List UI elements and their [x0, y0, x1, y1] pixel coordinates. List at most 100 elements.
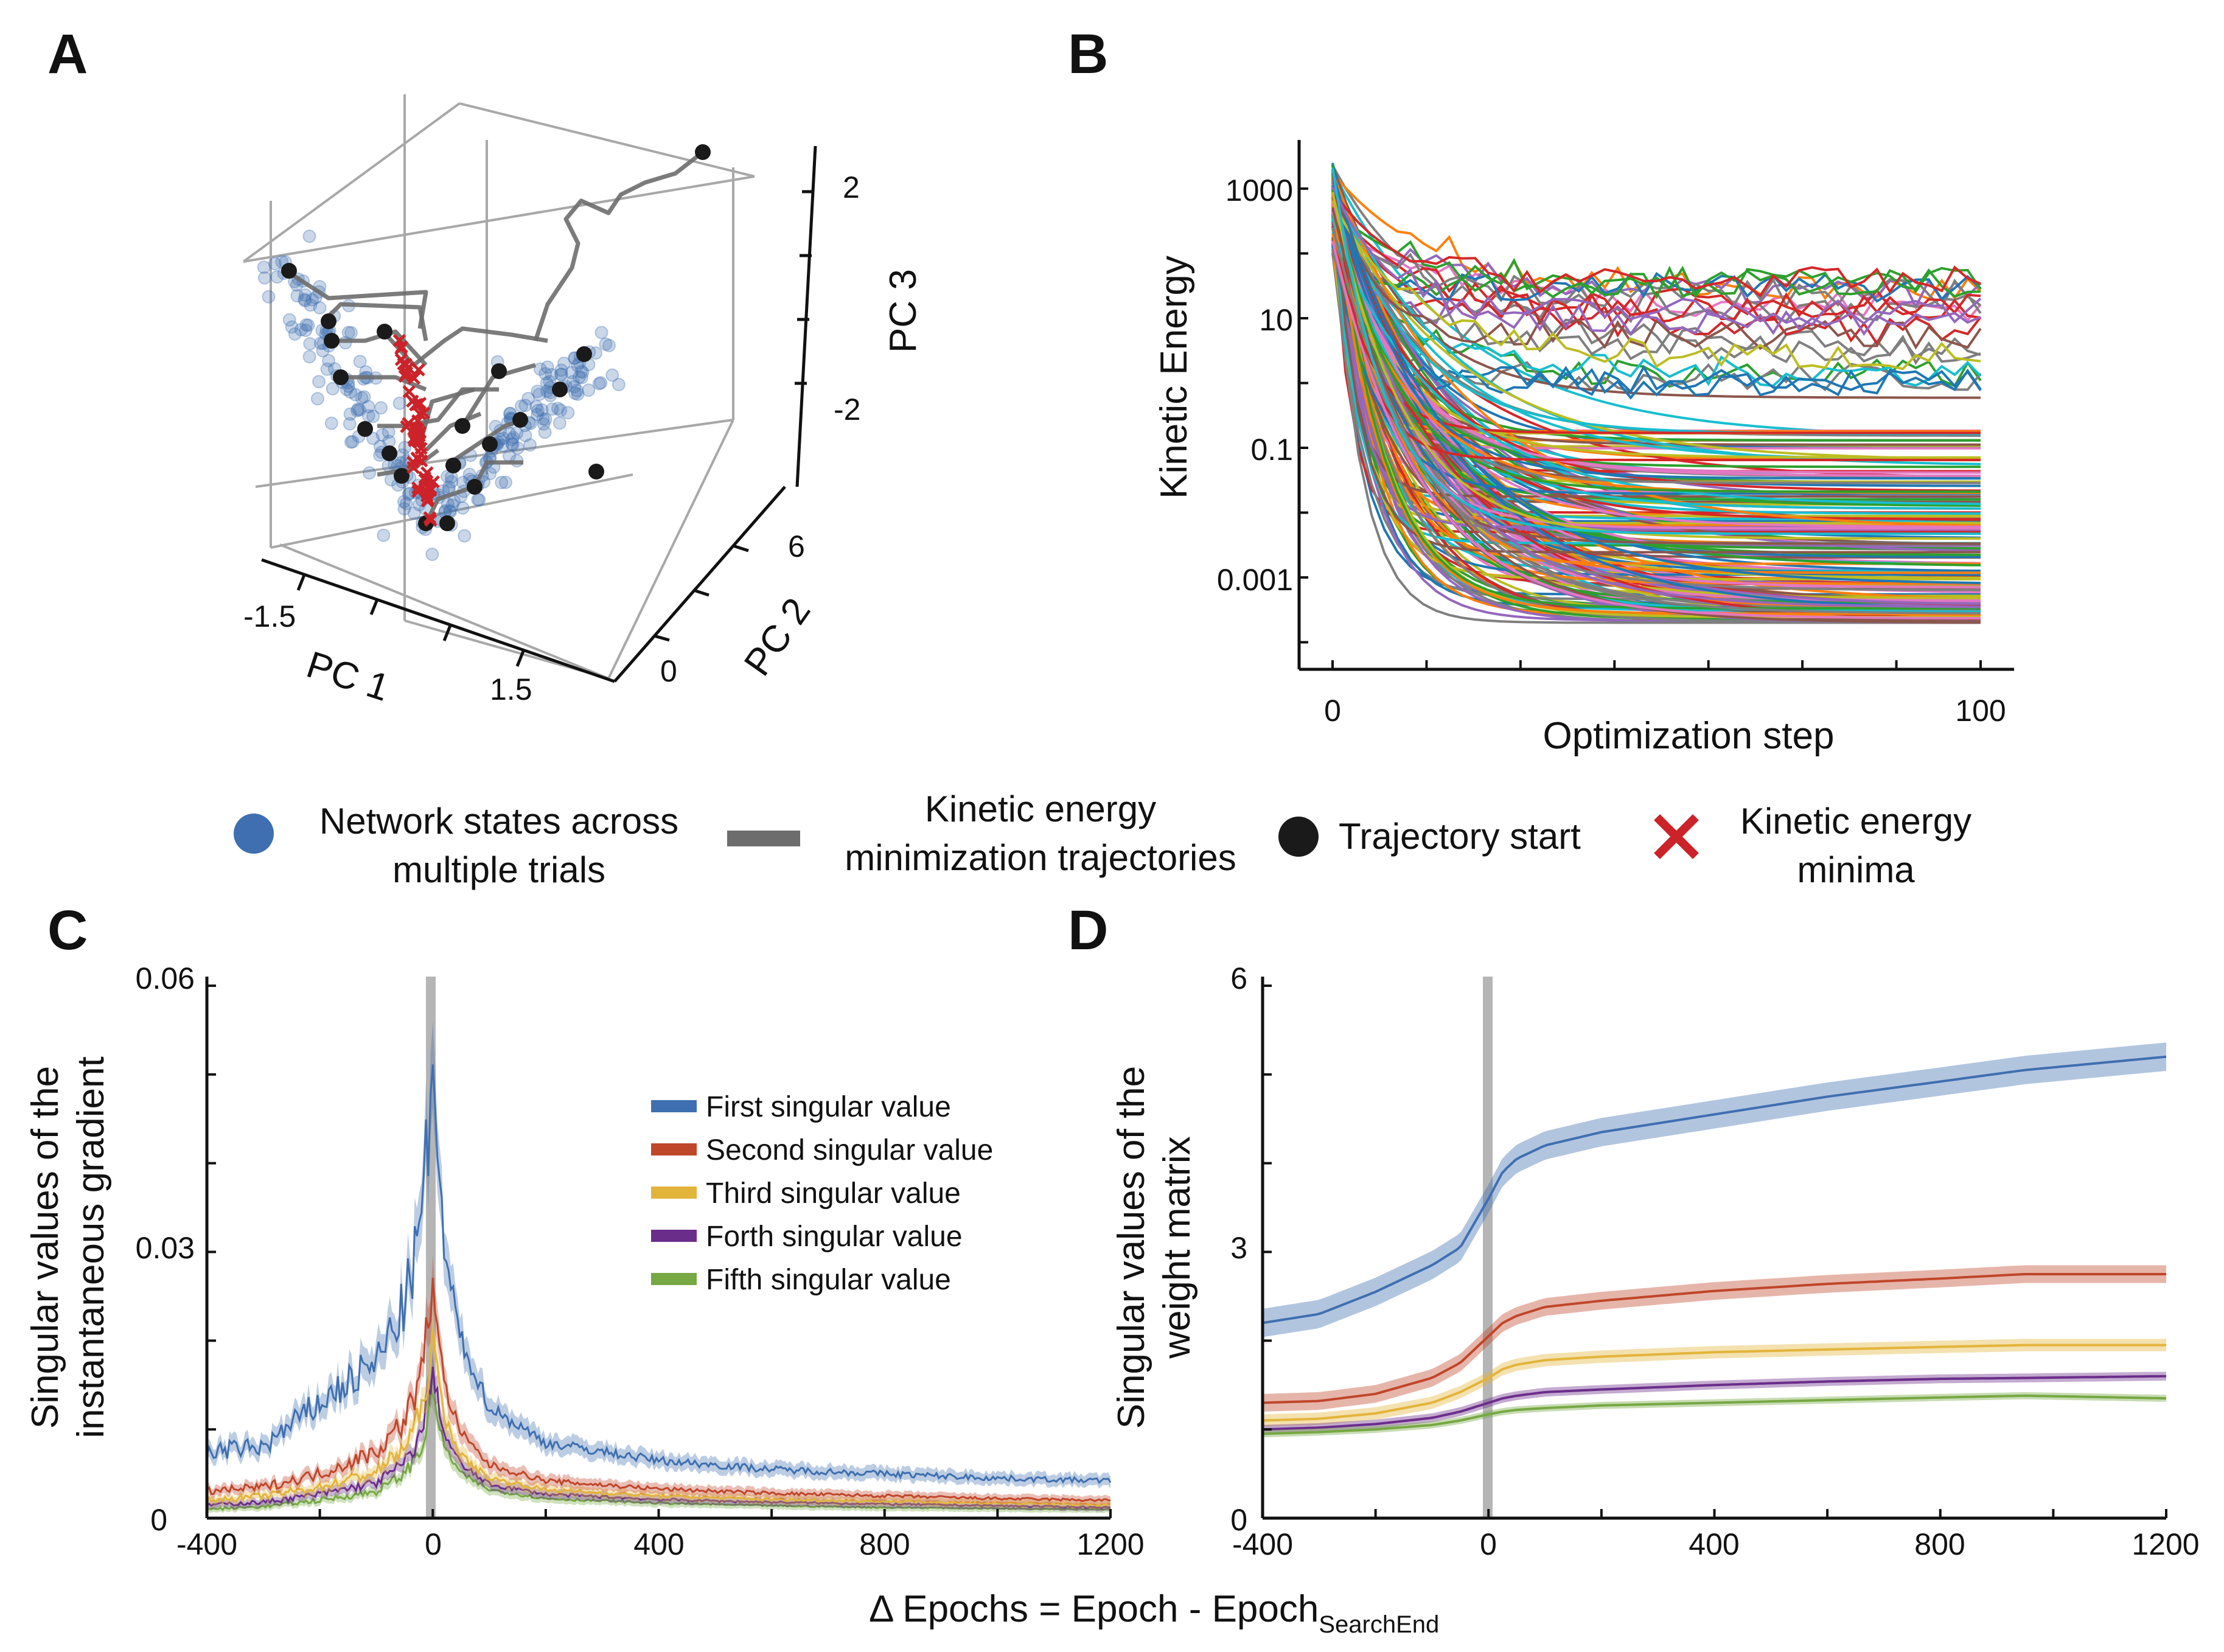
- network-state-point: [341, 326, 355, 340]
- trajectory-start-point: [281, 263, 297, 279]
- kinetic-energy-series-line: [1331, 189, 1981, 298]
- network-state-point: [536, 412, 550, 426]
- trajectory-start-point: [439, 515, 455, 531]
- panel-a-trajectory-starts: [281, 144, 711, 531]
- kinetic-energy-series-line: [1331, 178, 1982, 350]
- network-state-point: [298, 288, 312, 302]
- panel-a-label: A: [47, 23, 88, 85]
- network-state-point: [565, 366, 579, 380]
- network-state-point: [594, 376, 608, 390]
- network-state-point: [529, 400, 543, 414]
- network-state-point: [343, 407, 357, 421]
- trajectory-path: [424, 411, 482, 452]
- network-state-point: [612, 378, 626, 391]
- legend-c-third-label: Third singular value: [706, 1177, 961, 1210]
- network-state-point: [505, 433, 519, 447]
- panel-d-ytick-3: 0: [1230, 1503, 1247, 1537]
- network-state-point: [532, 388, 546, 402]
- kinetic-energy-series-line: [1331, 168, 1981, 535]
- network-state-point: [539, 367, 553, 381]
- network-state-point: [375, 428, 389, 442]
- network-state-point: [313, 301, 327, 315]
- network-state-point: [495, 476, 509, 489]
- legend-c-forth-label: Forth singular value: [706, 1221, 963, 1253]
- kinetic-energy-series-line: [1331, 213, 1981, 469]
- network-state-point: [397, 502, 411, 516]
- network-state-point: [505, 437, 519, 451]
- network-state-point: [605, 368, 619, 382]
- panel-d-series-line: [1262, 1375, 2167, 1431]
- network-state-point: [425, 548, 439, 561]
- network-state-point: [533, 362, 547, 376]
- network-state-point: [361, 400, 375, 414]
- network-state-point: [571, 387, 585, 401]
- network-state-point: [599, 337, 613, 351]
- panel-d-xtick-4: 800: [1914, 1527, 1965, 1561]
- legend-c-fifth-swatch: [651, 1273, 697, 1285]
- network-state-point: [316, 344, 330, 358]
- kinetic-energy-series-line: [1331, 201, 1981, 371]
- trajectory-start-point: [333, 369, 349, 385]
- kinetic-energy-series-line: [1331, 210, 1982, 303]
- network-state-point: [344, 435, 358, 449]
- trajectory-path: [341, 375, 427, 392]
- network-state-point: [518, 428, 532, 442]
- network-state-point: [506, 437, 520, 451]
- network-state-point: [366, 431, 380, 445]
- network-state-point: [518, 399, 532, 413]
- panel-c-series-line: [206, 1278, 1111, 1502]
- panel-c-ytick-3: 0: [150, 1503, 167, 1537]
- panel-d-series-line: [1262, 1394, 2167, 1435]
- kinetic-energy-series-line: [1331, 165, 1981, 359]
- shared-xlabel-main: Δ Epochs = Epoch - Epoch: [869, 1588, 1319, 1630]
- network-state-point: [539, 413, 553, 427]
- network-state-point: [582, 383, 596, 397]
- network-state-point: [543, 375, 557, 389]
- panel-c-ylabel-line2: instantaneous gradient: [70, 1056, 112, 1438]
- network-state-point: [258, 271, 271, 285]
- network-state-point: [553, 416, 566, 430]
- panel-b-label: B: [1068, 23, 1108, 85]
- network-state-point: [392, 396, 406, 410]
- minima-cross: [418, 471, 431, 484]
- panel-c-ytick-1: 0.06: [136, 961, 195, 995]
- shared-xlabel: Δ Epochs = Epoch - EpochSearchEnd: [869, 1588, 1439, 1638]
- network-state-point: [282, 313, 296, 327]
- network-state-point: [521, 392, 535, 405]
- panel-b-ytick-2: 10: [1259, 303, 1293, 337]
- network-state-point: [531, 403, 545, 417]
- trajectory-start-point: [552, 382, 568, 397]
- network-state-point: [343, 417, 357, 431]
- panel-d-search-end-marker: [1483, 977, 1493, 1518]
- panel-c-xtick-2: 0: [425, 1527, 442, 1561]
- panel-d-xtick-3: 400: [1689, 1527, 1739, 1561]
- panel-d-error-band: [1263, 1042, 2166, 1337]
- kinetic-energy-series-line: [1331, 215, 1981, 576]
- panel-b-ylabel: Kinetic Energy: [1153, 256, 1195, 499]
- network-state-point: [458, 529, 472, 543]
- network-state-point: [472, 493, 486, 507]
- kinetic-energy-series-line: [1331, 211, 1981, 474]
- network-state-point: [353, 403, 367, 417]
- shared-xlabel-subscript: SearchEnd: [1319, 1611, 1439, 1638]
- trajectory-start-point: [382, 445, 397, 461]
- legend-trajectories-line2: minimization trajectories: [845, 837, 1236, 878]
- panel-b-xtick-2: 100: [1955, 694, 2006, 728]
- panel-c-ytick-2: 0.03: [136, 1231, 195, 1265]
- network-state-point: [310, 392, 324, 406]
- legend-trajectories-line1: Kinetic energy: [925, 789, 1156, 829]
- network-state-point: [377, 528, 391, 542]
- trajectory-start-point: [576, 346, 592, 362]
- panel-c-xtick-5: 1200: [1076, 1527, 1144, 1561]
- network-state-point: [538, 425, 552, 439]
- trajectory-path: [321, 302, 428, 341]
- trajectory-path: [461, 363, 536, 427]
- kinetic-energy-series-line: [1331, 207, 1982, 346]
- kinetic-energy-series-line: [1331, 226, 1981, 615]
- network-state-point: [288, 327, 302, 341]
- legend-trajectory-start-icon: [1278, 817, 1319, 857]
- network-state-point: [355, 391, 369, 405]
- network-state-point: [340, 383, 354, 396]
- network-state-point: [561, 406, 575, 420]
- kinetic-energy-series-line: [1331, 200, 1981, 615]
